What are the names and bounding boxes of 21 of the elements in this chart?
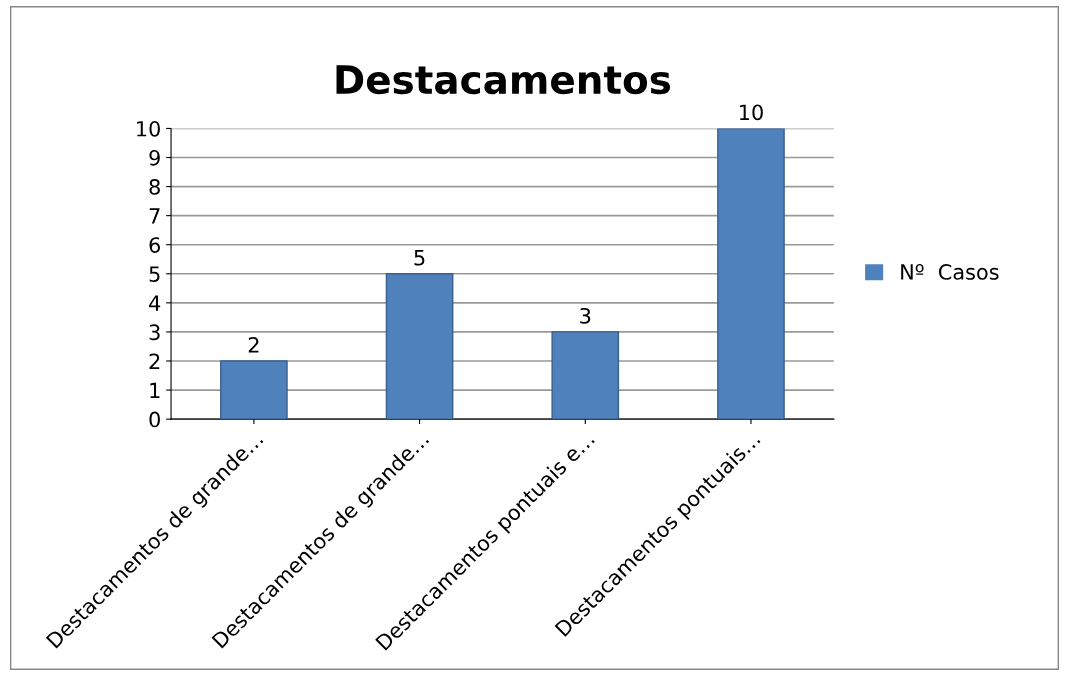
- y-tick-label: 6: [149, 237, 161, 253]
- data-label: 10: [740, 104, 763, 121]
- bar: [717, 128, 785, 420]
- y-tick-label: 5: [149, 266, 160, 282]
- bar: [385, 273, 454, 420]
- y-tick-label: 7: [149, 208, 160, 224]
- y-tick-label: 1: [150, 382, 160, 398]
- y-tick-label: 4: [149, 295, 161, 311]
- data-label: 5: [414, 250, 425, 266]
- data-label: 2: [248, 337, 259, 353]
- y-tick-label: 0: [149, 411, 160, 428]
- data-label: 3: [580, 307, 591, 324]
- bar: [220, 360, 288, 420]
- y-tick-label: 9: [149, 149, 160, 166]
- bar: [551, 331, 620, 420]
- y-tick-label: 2: [149, 353, 160, 369]
- y-tick-label: 8: [149, 179, 160, 195]
- legend-label: Nº Casos: [901, 264, 999, 280]
- y-tick-label: 10: [137, 120, 160, 137]
- y-tick-label: 3: [149, 324, 160, 341]
- chart-title: Destacamentos: [336, 65, 671, 95]
